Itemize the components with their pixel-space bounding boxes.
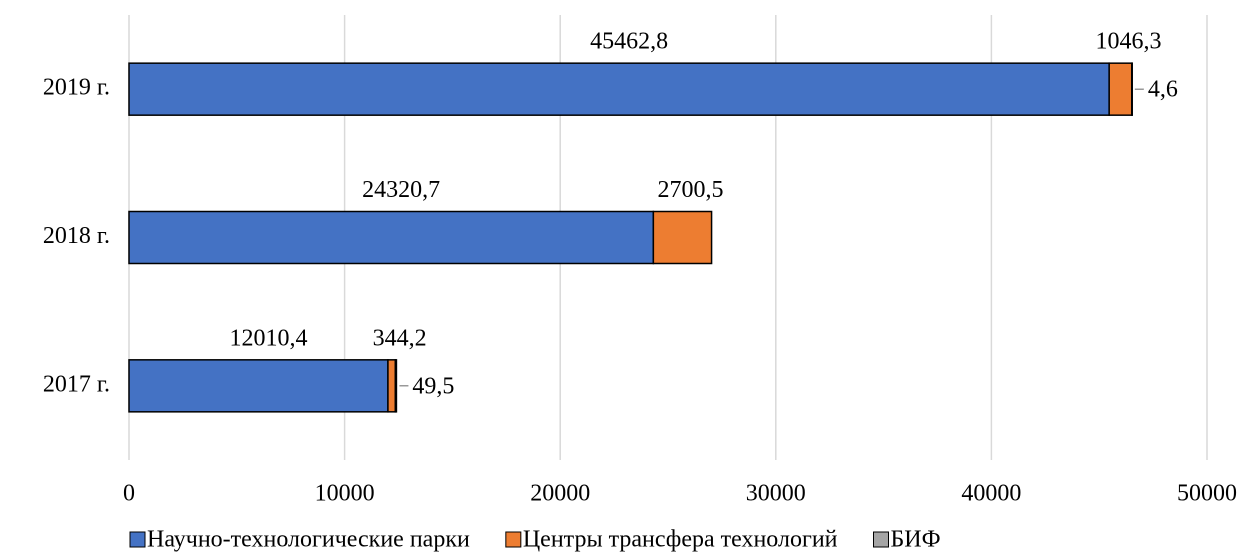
legend-label: Центры трансфера технологий [523,527,838,553]
value-label: 4,6 [1148,77,1178,103]
bar [128,210,655,265]
x-tick-label: 0 [123,481,135,507]
value-label: 2700,5 [657,177,723,203]
legend-swatch [505,531,522,548]
bar [394,359,398,413]
value-label: 1046,3 [1095,29,1161,55]
x-tick-label: 30000 [746,481,806,507]
x-tick-label: 50000 [1177,481,1237,507]
value-label: 45462,8 [590,29,668,55]
y-tick-label: 2017 г. [43,371,110,397]
bar [128,359,389,413]
value-label: 12010,4 [229,325,307,351]
value-label: 344,2 [373,325,427,351]
value-label: 24320,7 [362,177,440,203]
x-tick-label: 20000 [530,481,590,507]
y-tick-label: 2019 г. [43,75,110,101]
bar [1130,62,1133,116]
bar [652,210,713,265]
x-tick-label: 40000 [961,481,1021,507]
x-tick-label: 10000 [315,481,375,507]
legend-label: Научно-технологические парки [147,527,470,553]
value-label: 49,5 [412,373,454,399]
legend-label: БИФ [891,527,941,553]
bar [1108,62,1133,116]
bar [387,359,397,413]
bar [128,62,1110,116]
y-tick-label: 2018 г. [43,223,110,249]
legend-swatch [129,531,146,548]
legend-swatch [873,531,889,548]
